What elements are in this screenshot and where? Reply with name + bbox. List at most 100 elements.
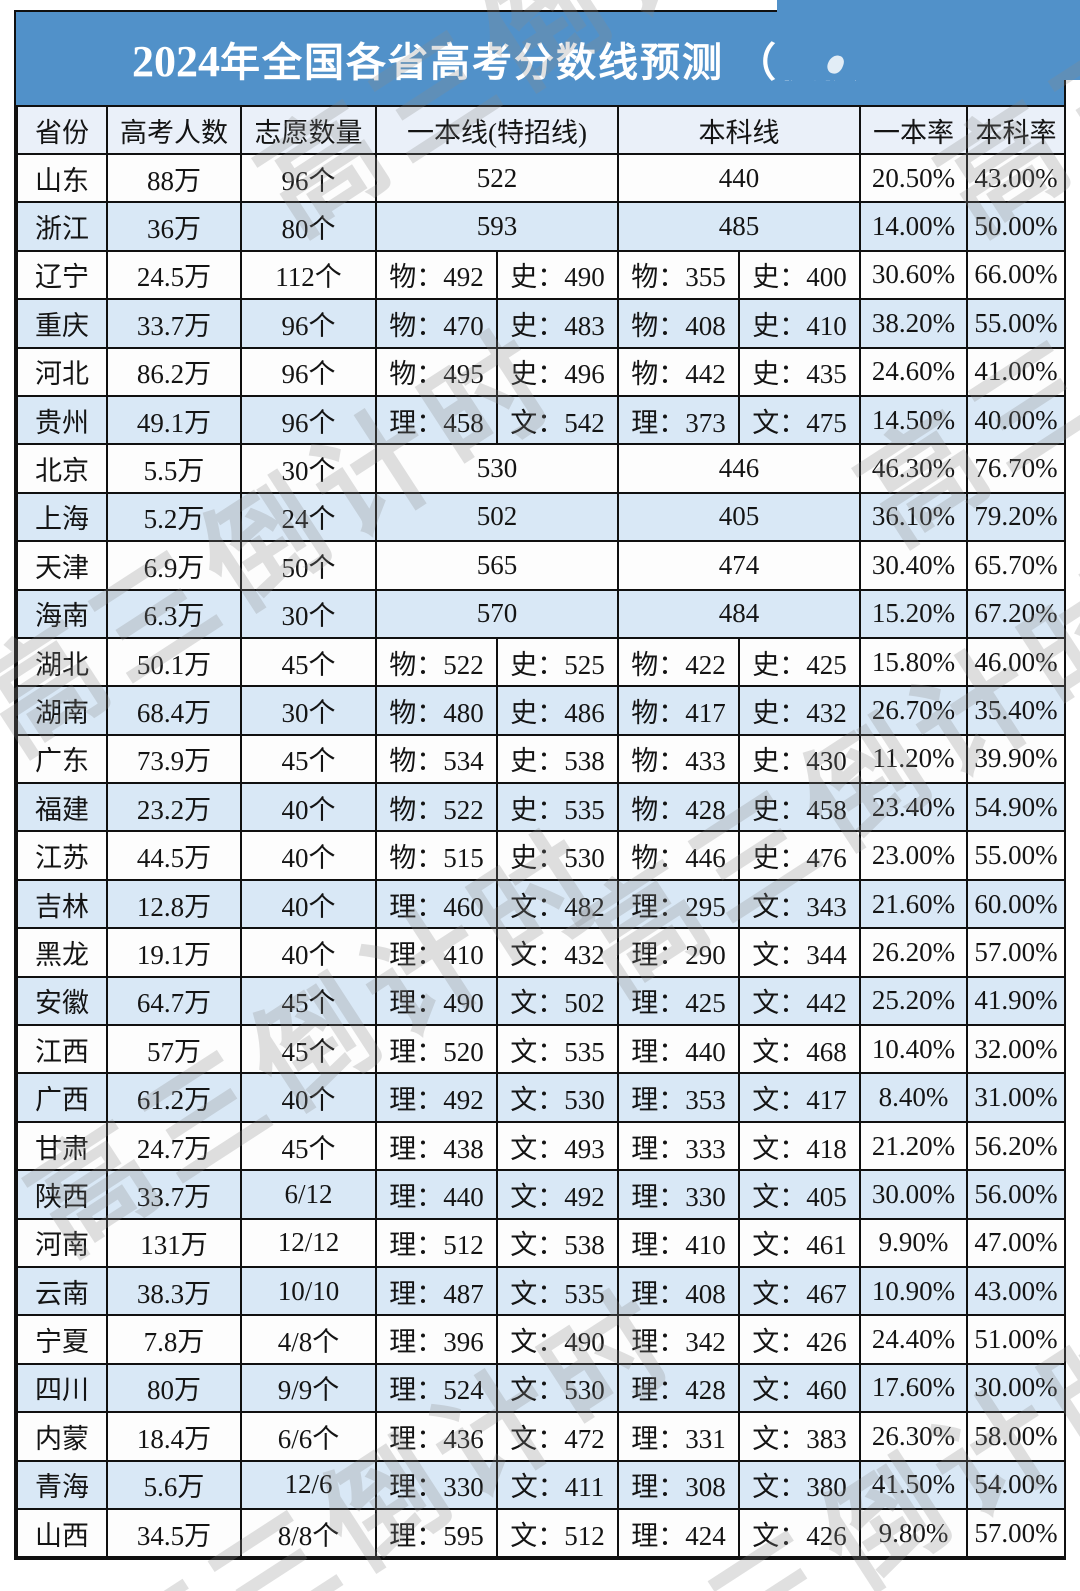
cell-volunteers: 6/6个 xyxy=(240,1411,377,1462)
table-row: 宁夏 7.8万 4/8个 理：396 文：490 理：342 文：426 24.40% 51.0… xyxy=(16,1314,1067,1365)
cell-bachelor-rate: 65.70% xyxy=(966,540,1067,591)
cell-bachelor-line-b: 文：417 xyxy=(738,1072,862,1123)
table-row: 北京 5.5万 30个 530 446 46.30% 76.70% xyxy=(16,443,1067,494)
cell-province: 黑龙 xyxy=(16,927,108,978)
cell-tier1-line-b: 史：535 xyxy=(495,782,620,833)
cell-candidates: 131万 xyxy=(106,1217,242,1268)
cell-volunteers: 50个 xyxy=(240,540,377,591)
cell-tier1-line-b: 文：530 xyxy=(495,1362,620,1414)
cell-tier1-line-b: 文：472 xyxy=(495,1411,620,1462)
cell-province: 辽宁 xyxy=(16,249,108,301)
cell-candidates: 6.9万 xyxy=(106,540,242,591)
cell-volunteers: 30个 xyxy=(240,588,377,639)
cell-tier1-rate: 36.10% xyxy=(859,491,969,543)
cell-tier1-rate: 17.60% xyxy=(859,1362,969,1414)
cell-candidates: 5.6万 xyxy=(106,1459,242,1510)
table-row: 浙江 36万 80个 593 485 14.00% 50.00% xyxy=(16,201,1067,252)
cell-tier1-line-a: 物：480 xyxy=(375,685,498,736)
cell-bachelor-line: 474 xyxy=(617,540,862,591)
cell-bachelor-rate: 57.00% xyxy=(966,1507,1067,1559)
cell-bachelor-line-b: 文：344 xyxy=(738,927,862,978)
cell-bachelor-line: 484 xyxy=(617,588,862,639)
cell-bachelor-line-a: 物：417 xyxy=(617,685,741,736)
table-row: 湖南 68.4万 30个 物：480 史：486 物：417 史：432 26.70% 35.4… xyxy=(16,685,1067,736)
cell-tier1-rate: 11.20% xyxy=(859,733,969,785)
cell-bachelor-line-a: 理：342 xyxy=(617,1314,741,1365)
cell-province: 广东 xyxy=(16,733,108,785)
cell-bachelor-rate: 58.00% xyxy=(966,1411,1067,1462)
cell-province: 云南 xyxy=(16,1265,108,1317)
cell-bachelor-line-b: 史：425 xyxy=(738,636,862,688)
cell-bachelor-line-a: 物：433 xyxy=(617,733,741,785)
cell-bachelor-line-a: 物：408 xyxy=(617,298,741,349)
cell-candidates: 38.3万 xyxy=(106,1265,242,1317)
table-row: 江西 57万 45个 理：520 文：535 理：440 文：468 10.40% 32.00% xyxy=(16,1024,1067,1075)
cell-candidates: 12.8万 xyxy=(106,878,242,930)
cell-volunteers: 45个 xyxy=(240,1120,377,1172)
table-row: 吉林 12.8万 40个 理：460 文：482 理：295 文：343 21.60% 60.0… xyxy=(16,878,1067,930)
cell-volunteers: 45个 xyxy=(240,733,377,785)
cell-bachelor-line: 440 xyxy=(617,152,862,204)
cell-bachelor-rate: 55.00% xyxy=(966,298,1067,349)
cell-tier1-line-a: 物：522 xyxy=(375,782,498,833)
table-row: 安徽 64.7万 45个 理：490 文：502 理：425 文：442 25.20% 41.9… xyxy=(16,975,1067,1027)
cell-province: 甘肃 xyxy=(16,1120,108,1172)
cell-tier1-line-a: 物：515 xyxy=(375,830,498,881)
cell-bachelor-line-a: 物：428 xyxy=(617,782,741,833)
page-title: 2024年全国各省高考分数线预测 （仅供 xyxy=(16,30,862,88)
cell-bachelor-rate: 41.90% xyxy=(966,975,1067,1027)
cell-volunteers: 30个 xyxy=(240,685,377,736)
cell-bachelor-rate: 50.00% xyxy=(966,201,1067,252)
cell-tier1-line-b: 文：493 xyxy=(495,1120,620,1172)
cell-tier1-line-a: 理：492 xyxy=(375,1072,498,1123)
cell-volunteers: 96个 xyxy=(240,298,377,349)
cell-bachelor-line-b: 文：426 xyxy=(738,1507,862,1559)
cell-bachelor-rate: 40.00% xyxy=(966,394,1067,446)
table-row: 青海 5.6万 12/6 理：330 文：411 理：308 文：380 41.50% 54.0… xyxy=(16,1459,1067,1510)
cell-tier1-line: 502 xyxy=(374,491,620,543)
cell-volunteers: 45个 xyxy=(240,975,377,1027)
cell-bachelor-rate: 30.00% xyxy=(966,1362,1067,1414)
cell-bachelor-line-b: 文：343 xyxy=(738,878,862,930)
table-row: 黑龙 19.1万 40个 理：410 文：432 理：290 文：344 26.20% 57.0… xyxy=(16,927,1067,978)
cell-tier1-rate: 26.20% xyxy=(859,927,969,978)
cell-tier1-line-a: 理：410 xyxy=(375,927,498,978)
table-row: 云南 38.3万 10/10 理：487 文：535 理：408 文：467 10.90% 43… xyxy=(16,1265,1067,1317)
cell-bachelor-line-a: 理：408 xyxy=(617,1265,741,1317)
banner-extension xyxy=(777,0,1080,80)
cell-volunteers: 45个 xyxy=(240,1024,377,1075)
cell-tier1-line: 565 xyxy=(374,540,620,591)
cell-tier1-rate: 26.30% xyxy=(859,1411,969,1462)
cell-province: 重庆 xyxy=(16,298,108,349)
score-sheet: 2024年全国各省高考分数线预测 （仅供 省份 高考人数 志愿数量 一本线(特招… xyxy=(14,10,1067,1561)
cell-bachelor-rate: 54.00% xyxy=(966,1459,1067,1510)
cell-candidates: 64.7万 xyxy=(106,975,242,1027)
cell-bachelor-rate: 67.20% xyxy=(966,588,1067,639)
cell-bachelor-rate: 47.00% xyxy=(966,1217,1067,1268)
table-row: 辽宁 24.5万 112个 物：492 史：490 物：355 史：400 30.60% 66.… xyxy=(16,249,1067,301)
cell-volunteers: 8/8个 xyxy=(240,1507,377,1559)
cell-bachelor-rate: 51.00% xyxy=(966,1314,1067,1365)
cell-bachelor-rate: 79.20% xyxy=(966,491,1067,543)
cell-province: 宁夏 xyxy=(16,1314,108,1365)
cell-province: 上海 xyxy=(16,491,108,543)
header-cell-tier1-line: 一本线(特招线) xyxy=(374,105,620,155)
table-row: 海南 6.3万 30个 570 484 15.20% 67.20% xyxy=(16,588,1067,639)
cell-tier1-line-b: 文：432 xyxy=(495,927,620,978)
cell-tier1-line-b: 文：492 xyxy=(495,1169,620,1220)
cell-candidates: 36万 xyxy=(106,201,242,252)
cell-candidates: 5.2万 xyxy=(106,491,242,543)
cell-bachelor-rate: 56.00% xyxy=(966,1169,1067,1220)
cell-tier1-line-a: 理：458 xyxy=(375,394,498,446)
title-text: 年全国各省高考分数线预测 （仅供 xyxy=(220,39,862,85)
cell-bachelor-line: 446 xyxy=(617,443,862,494)
table-row: 江苏 44.5万 40个 物：515 史：530 物：446 史：476 23.00% 55.0… xyxy=(16,830,1067,881)
cell-bachelor-line-a: 理：333 xyxy=(617,1120,741,1172)
cell-candidates: 33.7万 xyxy=(106,298,242,349)
cell-candidates: 5.5万 xyxy=(106,443,242,494)
cell-candidates: 68.4万 xyxy=(106,685,242,736)
cell-volunteers: 40个 xyxy=(240,927,377,978)
cell-bachelor-rate: 43.00% xyxy=(966,1265,1067,1317)
cell-tier1-line: 522 xyxy=(374,152,620,204)
cell-tier1-line-b: 史：530 xyxy=(495,830,620,881)
